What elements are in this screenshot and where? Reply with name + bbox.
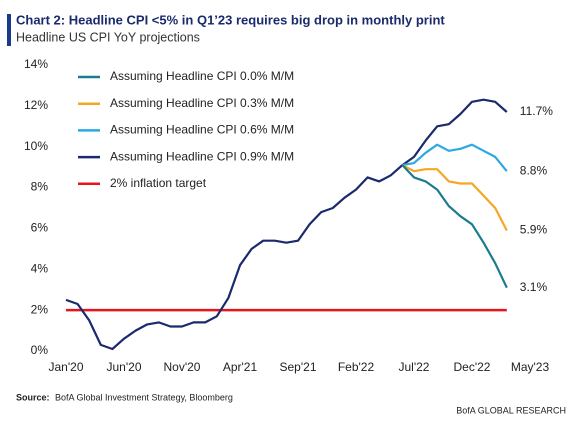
- x-tick-label: Jun'20: [107, 360, 142, 374]
- series-line: [402, 143, 508, 172]
- series-line: [65, 98, 508, 351]
- legend-label: Assuming Headline CPI 0.6% M/M: [110, 123, 294, 137]
- title-accent: [7, 14, 11, 46]
- source: BofA Global Investment Strategy, Bloombe…: [55, 392, 233, 402]
- y-tick-label: 8%: [31, 180, 49, 194]
- footer: BofA GLOBAL RESEARCH: [456, 405, 566, 415]
- x-tick-label: Apr'21: [223, 360, 258, 374]
- y-tick-label: 4%: [31, 261, 49, 275]
- legend-label: Assuming Headline CPI 0.0% M/M: [110, 69, 294, 83]
- x-tick-label: Dec'22: [454, 360, 491, 374]
- source-label: Source:: [16, 392, 50, 402]
- legend-label: 2% inflation target: [110, 176, 207, 190]
- x-tick-label: May'23: [511, 360, 550, 374]
- y-tick-label: 10%: [24, 139, 48, 153]
- x-tick-label: Jul'22: [399, 360, 430, 374]
- legend-label: Assuming Headline CPI 0.3% M/M: [110, 96, 294, 110]
- chart-title: Chart 2: Headline CPI <5% in Q1’23 requi…: [16, 12, 445, 27]
- end-label: 11.7%: [520, 104, 553, 118]
- end-label: 3.1%: [520, 280, 548, 294]
- legend-label: Assuming Headline CPI 0.9% M/M: [110, 149, 294, 163]
- chart-subtitle: Headline US CPI YoY projections: [16, 30, 200, 44]
- y-tick-label: 0%: [31, 343, 49, 357]
- series-line: [401, 164, 508, 232]
- y-tick-label: 6%: [31, 221, 49, 235]
- x-tick-label: Jan'20: [49, 360, 84, 374]
- end-label: 8.8%: [520, 163, 548, 177]
- y-tick-label: 14%: [24, 57, 48, 71]
- series-line: [401, 164, 508, 289]
- x-tick-label: Sep'21: [280, 360, 317, 374]
- y-tick-label: 2%: [31, 302, 49, 316]
- end-label: 5.9%: [520, 223, 548, 237]
- y-tick-label: 12%: [24, 98, 48, 112]
- x-tick-label: Feb'22: [338, 360, 375, 374]
- x-tick-label: Nov'20: [164, 360, 201, 374]
